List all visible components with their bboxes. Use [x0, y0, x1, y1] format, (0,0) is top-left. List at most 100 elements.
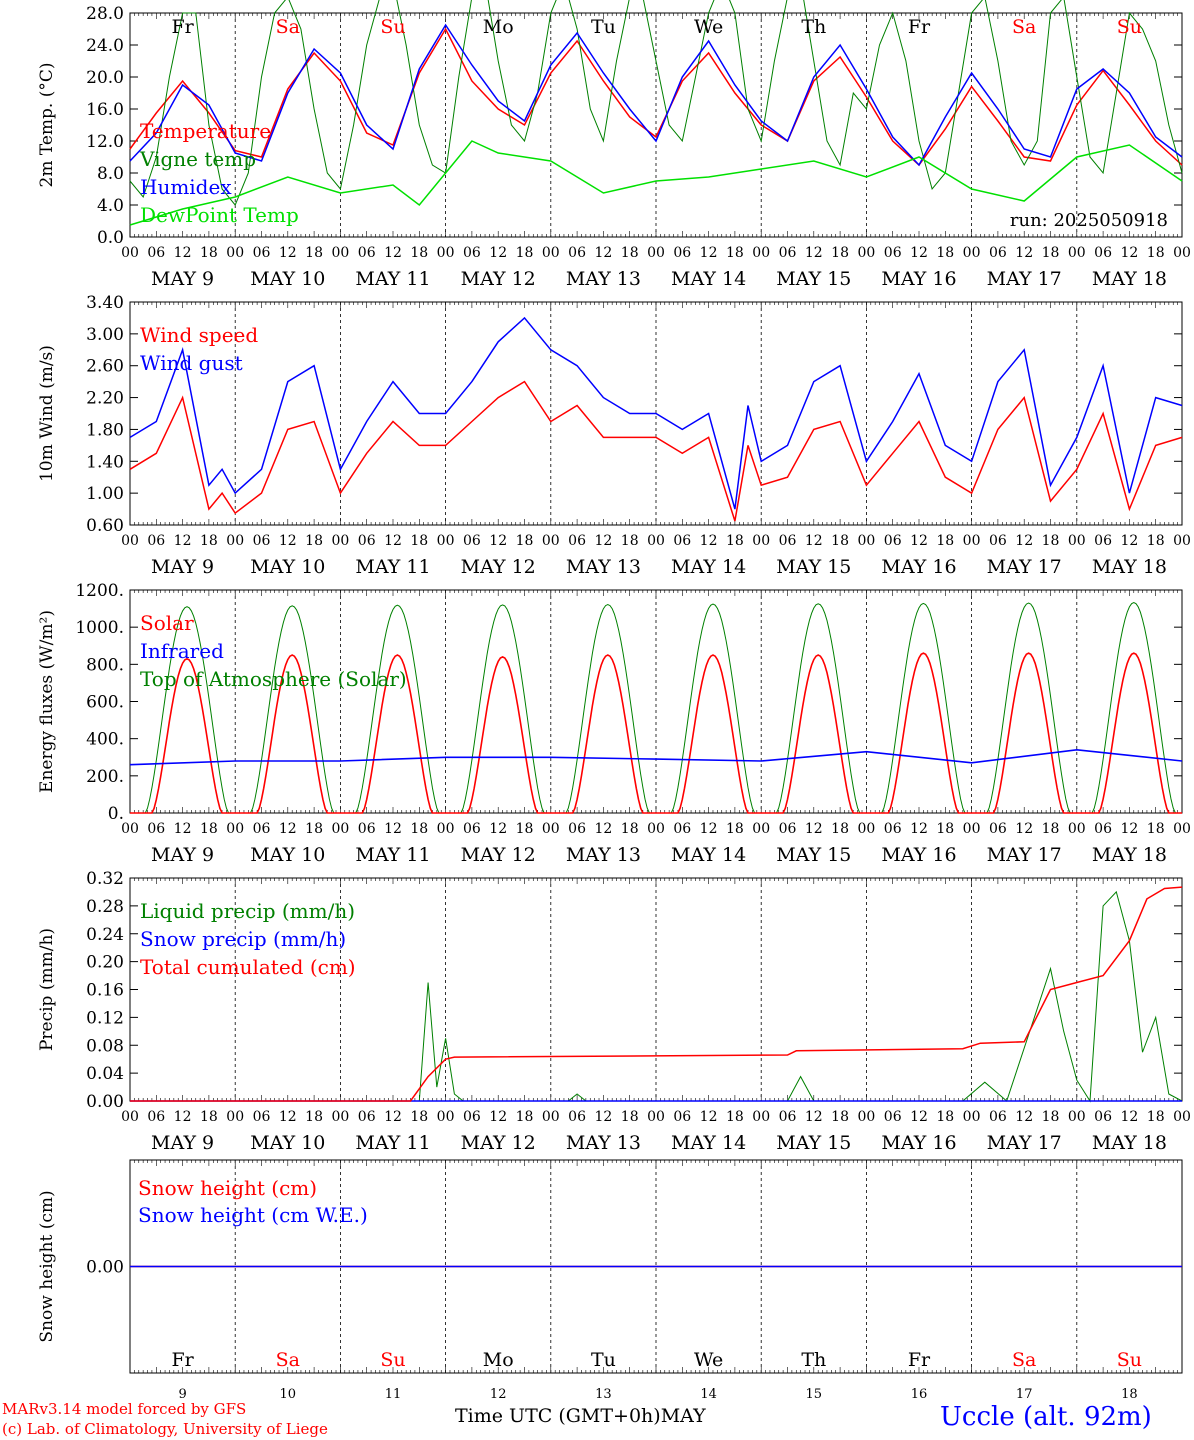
hour-tick-label: 12: [700, 245, 718, 261]
run-label: run: 2025050918: [1010, 210, 1168, 231]
weekday-label: Sa: [1012, 16, 1036, 38]
y-tick-label: 0.28: [86, 897, 124, 917]
hour-tick-label: 00: [752, 533, 770, 549]
hour-tick-label: 00: [963, 821, 981, 837]
legend-entry: Temperature: [140, 119, 271, 143]
hour-tick-label: 06: [463, 533, 481, 549]
hour-tick-label: 12: [805, 1109, 823, 1125]
date-label: MAY 11: [355, 268, 430, 290]
date-label: MAY 16: [881, 556, 956, 578]
date-label: MAY 15: [776, 1132, 851, 1154]
hour-tick-label: 00: [857, 821, 875, 837]
hour-tick-label: 00: [1173, 821, 1191, 837]
y-axis-label: Energy fluxes (W/m²): [37, 610, 57, 793]
date-label: MAY 12: [461, 556, 536, 578]
hour-tick-label: 00: [857, 533, 875, 549]
hour-tick-label: 00: [437, 533, 455, 549]
series-line-0: [129, 380, 1183, 522]
day-number: 15: [806, 1387, 823, 1402]
y-tick-label: 1200.: [75, 581, 124, 601]
hour-tick-label: 12: [1015, 245, 1033, 261]
weekday-label: Sa: [276, 16, 300, 38]
hour-tick-label: 06: [253, 1109, 271, 1125]
weekday-label: Mo: [483, 1349, 514, 1371]
hour-tick-label: 12: [594, 1109, 612, 1125]
date-label: MAY 14: [671, 268, 746, 290]
y-tick-label: 2.60: [86, 357, 124, 377]
station-label: Uccle (alt. 92m): [940, 1402, 1152, 1432]
hour-tick-label: 18: [1147, 821, 1165, 837]
date-label: MAY 9: [151, 556, 214, 578]
hour-tick-label: 00: [542, 821, 560, 837]
hour-tick-label: 06: [673, 1109, 691, 1125]
hour-tick-label: 12: [489, 533, 507, 549]
y-axis-label: 10m Wind (m/s): [37, 345, 57, 482]
date-label: MAY 13: [566, 1132, 641, 1154]
hour-tick-label: 06: [463, 1109, 481, 1125]
hour-tick-label: 00: [121, 821, 139, 837]
legend-entry: Snow precip (mm/h): [140, 927, 346, 951]
y-tick-label: 0.60: [86, 516, 124, 536]
date-label: MAY 10: [250, 556, 325, 578]
hour-tick-label: 06: [358, 821, 376, 837]
date-label: MAY 14: [671, 844, 746, 866]
hour-tick-label: 00: [226, 821, 244, 837]
hour-tick-label: 12: [174, 533, 192, 549]
hour-tick-label: 12: [489, 821, 507, 837]
day-number: 12: [490, 1387, 507, 1402]
day-number: 10: [280, 1387, 297, 1402]
hour-tick-label: 18: [1042, 245, 1060, 261]
weekday-label: Sa: [1012, 1349, 1036, 1371]
hour-tick-label: 18: [936, 533, 954, 549]
weekday-label: Sa: [276, 1349, 300, 1371]
weekday-label: Tu: [591, 1349, 616, 1371]
date-label: MAY 9: [151, 844, 214, 866]
hour-tick-label: 06: [989, 821, 1007, 837]
y-tick-label: 0.32: [86, 869, 124, 889]
hour-tick-label: 00: [752, 1109, 770, 1125]
hour-tick-label: 12: [174, 821, 192, 837]
y-tick-label: 600.: [86, 693, 124, 713]
series-line-2: [130, 886, 1183, 1102]
y-tick-label: 1.00: [86, 484, 124, 504]
series-line-solar: [130, 652, 1182, 814]
legend-entry: Infrared: [140, 639, 224, 663]
legend-entry: Solar: [140, 611, 194, 635]
hour-tick-label: 12: [384, 245, 402, 261]
day-number: 13: [595, 1387, 612, 1402]
legend-entry: Wind gust: [140, 351, 243, 375]
y-tick-label: 2.20: [86, 389, 124, 409]
hour-tick-label: 12: [594, 533, 612, 549]
hour-tick-label: 00: [857, 245, 875, 261]
hour-tick-label: 12: [384, 1109, 402, 1125]
hour-tick-label: 06: [1094, 1109, 1112, 1125]
hour-tick-label: 12: [805, 533, 823, 549]
hour-tick-label: 18: [621, 245, 639, 261]
hour-tick-label: 00: [963, 533, 981, 549]
hour-tick-label: 00: [1068, 245, 1086, 261]
date-label: MAY 13: [566, 844, 641, 866]
hour-tick-label: 06: [147, 1109, 165, 1125]
y-tick-label: 0.04: [86, 1064, 124, 1084]
hour-tick-label: 18: [1042, 1109, 1060, 1125]
hour-tick-label: 06: [568, 245, 586, 261]
weekday-label: We: [694, 1349, 723, 1371]
hour-tick-label: 12: [384, 533, 402, 549]
y-tick-label: 0.: [108, 804, 124, 824]
hour-tick-label: 18: [516, 245, 534, 261]
hour-tick-label: 18: [305, 1109, 323, 1125]
legend-entry: Vigne temp: [139, 147, 256, 171]
weekday-label: Su: [1117, 16, 1142, 38]
hour-tick-label: 06: [989, 245, 1007, 261]
date-label: MAY 14: [671, 1132, 746, 1154]
y-tick-label: 200.: [86, 767, 124, 787]
hour-tick-label: 18: [936, 1109, 954, 1125]
hour-tick-label: 18: [726, 533, 744, 549]
legend-entry: Liquid precip (mm/h): [140, 899, 355, 923]
hour-tick-label: 00: [752, 245, 770, 261]
date-label: MAY 14: [671, 556, 746, 578]
hour-tick-label: 12: [174, 1109, 192, 1125]
y-tick-label: 800.: [86, 655, 124, 675]
hour-tick-label: 06: [779, 245, 797, 261]
y-tick-label: 0.16: [86, 981, 124, 1001]
